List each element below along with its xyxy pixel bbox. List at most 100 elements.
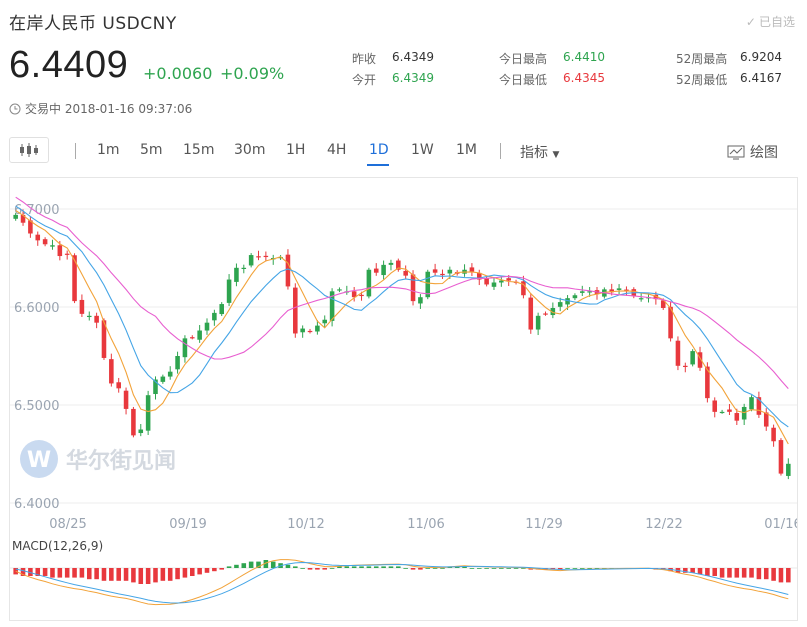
macd-bar (315, 568, 320, 570)
open-value: 6.4349 (392, 71, 434, 85)
macd-bar (388, 566, 394, 568)
period-1d[interactable]: 1D (369, 142, 389, 158)
candle-body (109, 359, 114, 384)
macd-bar (763, 568, 769, 580)
active-period-underline (367, 164, 389, 166)
trade-status: 交易中 2018-01-16 09:37:06 (9, 100, 192, 117)
macd-bar (418, 568, 423, 570)
macd-bar (138, 568, 144, 584)
macd-bar (697, 568, 703, 575)
candle-body (285, 254, 291, 287)
draw-button[interactable]: 绘图 (727, 142, 778, 162)
macd-bar (491, 568, 497, 569)
candle-body (668, 306, 673, 339)
candle-body (771, 427, 776, 442)
macd-bar (396, 566, 401, 568)
moving-average-line (15, 196, 789, 389)
candle-body (160, 376, 166, 382)
macd-bar (690, 568, 695, 573)
high-label: 今日最高 (499, 52, 548, 66)
period-4h[interactable]: 4H (327, 142, 347, 158)
candle-body (425, 271, 431, 298)
chart-type-button[interactable] (9, 137, 49, 163)
macd-bar (131, 568, 136, 583)
candle-body (337, 289, 342, 291)
macd-dea-line (15, 561, 789, 604)
period-30m[interactable]: 30m (234, 142, 266, 158)
macd-bar (410, 568, 416, 570)
macd-bar (484, 568, 489, 569)
w52-high-label: 52周最高 (676, 52, 728, 66)
macd-bar (344, 566, 350, 568)
macd-bar (462, 566, 467, 568)
watermark-text: 华尔街见闻 (66, 448, 176, 474)
draw-icon (727, 145, 745, 159)
candle-body (167, 371, 173, 377)
macd-bar (234, 564, 239, 568)
candle-body (660, 300, 666, 308)
favorite-button[interactable]: ✓ 已自选 (746, 13, 795, 30)
period-1mo[interactable]: 1M (456, 142, 477, 158)
macd-bar (778, 568, 784, 583)
candle-body (469, 267, 475, 272)
candle-body (565, 298, 570, 305)
candle-body (572, 295, 578, 299)
macd-bar (101, 568, 107, 581)
macd-bar (28, 568, 33, 576)
watermark-logo-icon: W (27, 448, 51, 473)
trade-status-text: 交易中 2018-01-16 09:37:06 (25, 102, 193, 116)
candle-body (756, 397, 762, 415)
x-tick-label: 12/22 (645, 517, 682, 532)
candle-body (432, 269, 438, 273)
macd-bar (521, 568, 526, 569)
toolbar-divider (500, 143, 501, 159)
candle-body (712, 400, 718, 412)
chart-panel[interactable]: 6.7000 6.6000 6.5000 6.4000 W 华尔街见闻 08/25 09… (9, 177, 802, 621)
candle-body (580, 291, 585, 293)
candle-body (116, 382, 121, 389)
candle-body (248, 255, 254, 266)
macd-bar (440, 568, 445, 569)
candle-body (278, 257, 283, 259)
draw-label: 绘图 (750, 145, 778, 161)
candle-body (587, 291, 592, 293)
candle-body (197, 330, 202, 340)
period-1m[interactable]: 1m (97, 142, 120, 158)
candle-body (123, 390, 129, 409)
macd-bar (123, 568, 129, 581)
open-label: 今开 (352, 73, 377, 87)
candle-body (28, 220, 33, 234)
candle-body (683, 365, 688, 367)
candle-body (381, 264, 386, 276)
macd-bar (565, 568, 570, 569)
indicator-menu[interactable]: 指标 ▼ (520, 142, 559, 162)
y-tick-label: 6.5000 (14, 399, 60, 414)
candle-body (101, 320, 107, 358)
candlestick-chart[interactable]: 6.7000 6.6000 6.5000 6.4000 W 华尔街见闻 08/25 09… (10, 178, 802, 620)
macd-bar (786, 568, 791, 583)
candle-body (145, 395, 151, 431)
macd-bar (705, 568, 710, 576)
candle-body (535, 315, 541, 330)
candle-body (204, 322, 210, 331)
prev-close-label: 昨收 (352, 52, 377, 66)
macd-bar (226, 566, 232, 568)
candle-body (616, 288, 622, 290)
macd-bar (248, 561, 254, 568)
period-5m[interactable]: 5m (140, 142, 163, 158)
candle-body (609, 289, 614, 293)
instrument-title: 在岸人民币 USDCNY (9, 14, 177, 34)
macd-bar (351, 566, 357, 568)
macd-bar (153, 568, 158, 583)
moving-average-line (15, 210, 789, 445)
period-1w[interactable]: 1W (411, 142, 434, 158)
candle-body (241, 267, 247, 269)
candle-body (396, 260, 401, 270)
macd-bar (86, 568, 92, 580)
period-1h[interactable]: 1H (286, 142, 306, 158)
candle-body (300, 328, 305, 333)
period-15m[interactable]: 15m (183, 142, 215, 158)
macd-bar (359, 566, 364, 568)
candle-body (20, 214, 26, 223)
macd-bar (175, 568, 180, 580)
